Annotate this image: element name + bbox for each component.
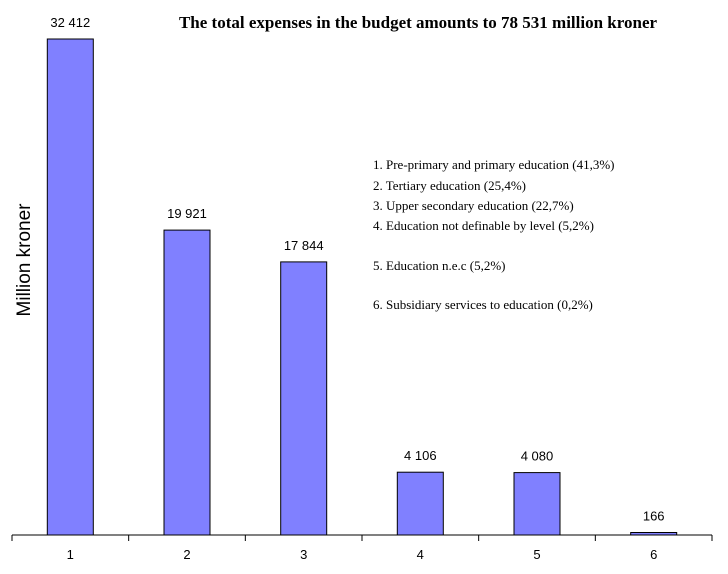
x-tick-label-2: 2 [183,547,190,562]
x-tick-label-5: 5 [533,547,540,562]
plot-area: 32 412 1 19 921 2 17 844 3 4 106 4 4 080 5 166 6 [11,15,713,562]
legend: 1. Pre-primary and primary education (41… [373,157,615,312]
value-label-1: 32 412 [50,15,90,30]
bar-5 [513,472,561,536]
bar-1 [46,38,94,536]
value-label-6: 166 [643,509,665,524]
value-label-3: 17 844 [284,238,324,253]
legend-entry-3: 3. Upper secondary education (22,7%) [373,198,574,213]
legend-entry-5: 5. Education n.e.c (5,2%) [373,258,505,273]
value-label-5: 4 080 [521,449,554,464]
bar-3 [280,261,328,536]
legend-entry-6: 6. Subsidiary services to education (0,2… [373,297,593,312]
x-tick-label-4: 4 [417,547,424,562]
legend-entry-2: 2. Tertiary education (25,4%) [373,178,526,193]
value-label-2: 19 921 [167,206,207,221]
x-tick-label-6: 6 [650,547,657,562]
chart-title: The total expenses in the budget amounts… [179,13,658,32]
x-tick-label-3: 3 [300,547,307,562]
bar-2 [163,229,211,536]
value-label-4: 4 106 [404,448,437,463]
legend-entry-1: 1. Pre-primary and primary education (41… [373,157,615,172]
legend-entry-4: 4. Education not definable by level (5,2… [373,218,594,233]
y-axis-label: Million kroner [14,203,35,317]
bar-4 [396,471,444,536]
x-tick-label-1: 1 [67,547,74,562]
